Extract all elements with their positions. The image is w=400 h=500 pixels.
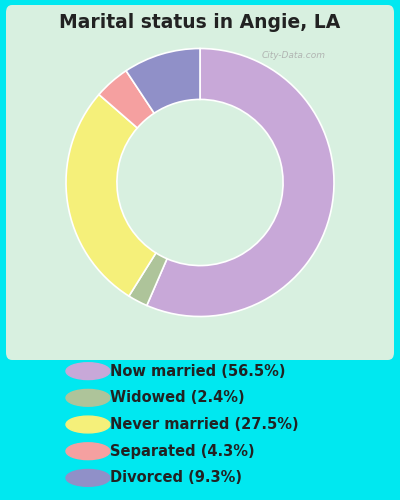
Wedge shape — [126, 48, 200, 113]
Wedge shape — [147, 48, 334, 316]
Wedge shape — [99, 70, 154, 128]
Text: Separated (4.3%): Separated (4.3%) — [110, 444, 255, 458]
Text: Widowed (2.4%): Widowed (2.4%) — [110, 390, 245, 406]
Text: Never married (27.5%): Never married (27.5%) — [110, 417, 299, 432]
Text: City-Data.com: City-Data.com — [262, 50, 326, 59]
Circle shape — [66, 363, 110, 380]
Circle shape — [66, 470, 110, 486]
Wedge shape — [66, 94, 156, 296]
Circle shape — [66, 416, 110, 433]
FancyBboxPatch shape — [6, 5, 394, 360]
Circle shape — [66, 390, 110, 406]
Text: Divorced (9.3%): Divorced (9.3%) — [110, 470, 242, 486]
Wedge shape — [129, 253, 167, 306]
Text: Marital status in Angie, LA: Marital status in Angie, LA — [59, 12, 341, 32]
Circle shape — [66, 443, 110, 460]
Text: Now married (56.5%): Now married (56.5%) — [110, 364, 286, 378]
